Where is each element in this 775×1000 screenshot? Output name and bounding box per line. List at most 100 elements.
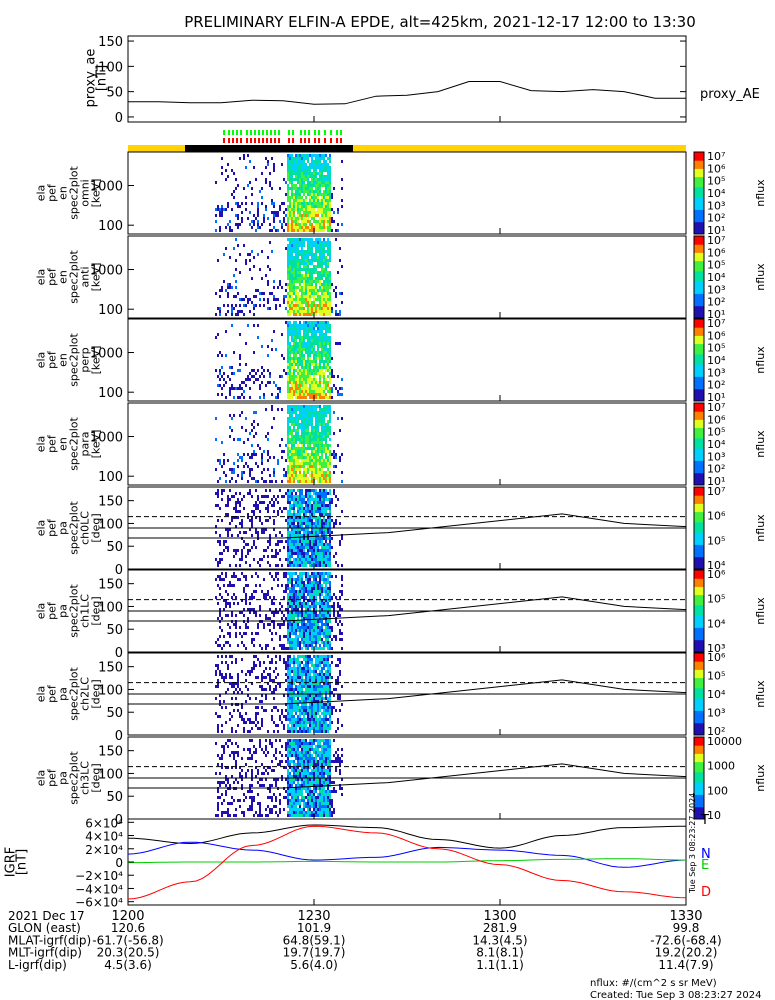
spec-cell: [239, 304, 241, 307]
spec-cell: [313, 265, 315, 268]
spec-cell: [311, 623, 313, 626]
spec-cell: [257, 531, 259, 534]
spec-cell: [221, 393, 223, 396]
spec-cell: [295, 414, 297, 417]
flag-red: [300, 138, 302, 143]
spec-cell: [295, 327, 297, 330]
spec-cell: [309, 208, 311, 211]
spec-cell: [285, 507, 287, 510]
spec-cell: [305, 196, 307, 199]
spec-cell: [221, 211, 223, 214]
spec-cell: [265, 157, 267, 160]
spec-cell: [337, 564, 339, 567]
spec-cell: [287, 426, 289, 429]
spec-cell: [315, 369, 317, 372]
spec-cell: [303, 623, 305, 626]
spec-cell: [291, 181, 293, 184]
spec-cell: [249, 298, 251, 301]
spec-cell: [311, 537, 313, 540]
flag-red: [236, 138, 238, 143]
spec-cell: [299, 641, 301, 644]
spec-cell: [305, 688, 307, 691]
spec-cell: [327, 459, 329, 462]
spec-cell: [227, 534, 229, 537]
spec-cell: [295, 253, 297, 256]
spec-cell: [301, 727, 303, 730]
spec-cell: [277, 709, 279, 712]
spec-cell: [323, 426, 325, 429]
spec-cell: [309, 202, 311, 205]
spec-cell: [237, 516, 239, 519]
spec-cell: [251, 546, 253, 549]
flag-red: [288, 138, 290, 143]
spec-cell: [319, 265, 321, 268]
spec-cell: [301, 238, 303, 241]
spec-cell: [283, 495, 285, 498]
spec-cell: [305, 679, 307, 682]
spec-cell: [279, 387, 281, 390]
spec-cell: [313, 673, 315, 676]
spec-cell: [321, 327, 323, 330]
spec-cell: [311, 369, 313, 372]
spec-cell: [289, 459, 291, 462]
spec-cell: [239, 298, 241, 301]
spec-cell: [307, 462, 309, 465]
spec-cell: [261, 366, 263, 369]
spec-cell: [299, 310, 301, 313]
spec-cell: [289, 501, 291, 504]
spec-cell: [299, 647, 301, 650]
spec-cell: [289, 378, 291, 381]
spec-cell: [305, 558, 307, 561]
spec-cell: [313, 369, 315, 372]
spec-cell: [301, 510, 303, 513]
spec-cell: [261, 462, 263, 465]
spec-cell: [317, 199, 319, 202]
spec-cell: [323, 608, 325, 611]
spec-cell: [297, 593, 299, 596]
proxy-ae-legend: proxy_AE: [700, 87, 760, 102]
spec-cell: [313, 477, 315, 480]
spec-cell: [221, 166, 223, 169]
spec-cell: [271, 426, 273, 429]
spec-cell: [299, 378, 301, 381]
spec-cell: [255, 632, 257, 635]
spec-cell: [307, 262, 309, 265]
spec-cell: [333, 453, 335, 456]
spec-cell: [305, 667, 307, 670]
spec-cell: [287, 712, 289, 715]
spec-cell: [331, 369, 333, 372]
spec-cell: [291, 348, 293, 351]
spec-cell: [339, 638, 341, 641]
spec-cell: [215, 712, 217, 715]
spec-cell: [321, 584, 323, 587]
spec-cell: [293, 199, 295, 202]
spec-cell: [317, 658, 319, 661]
spec-cell: [329, 369, 331, 372]
spec-cell: [297, 468, 299, 471]
spec-cell: [307, 253, 309, 256]
spec-cell: [331, 208, 333, 211]
spec-cell: [329, 552, 331, 555]
spec-cell: [245, 262, 247, 265]
spec-cell: [295, 462, 297, 465]
spec-cell: [301, 214, 303, 217]
spec-cell: [305, 277, 307, 280]
spec-cell: [303, 256, 305, 259]
spec-cell: [309, 691, 311, 694]
spec-cell: [309, 205, 311, 208]
spec-cell: [287, 599, 289, 602]
spec-cell: [217, 644, 219, 647]
spec-cell: [245, 543, 247, 546]
spec-cell: [307, 718, 309, 721]
spec-cell: [237, 465, 239, 468]
spec-cell: [313, 516, 315, 519]
spec-cell: [251, 423, 253, 426]
spec-cell: [261, 694, 263, 697]
spec-cell: [309, 199, 311, 202]
spec-cell: [329, 593, 331, 596]
spec-cell: [321, 441, 323, 444]
spec-cell: [265, 697, 267, 700]
spec-cell: [321, 172, 323, 175]
spec-cell: [293, 375, 295, 378]
spec-cell: [289, 256, 291, 259]
